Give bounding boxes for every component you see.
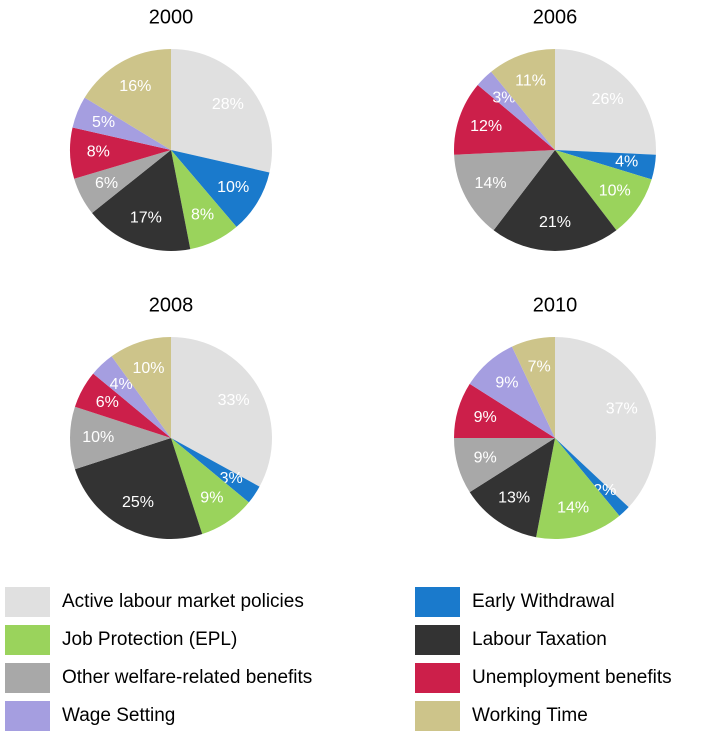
pie-slice (454, 150, 555, 231)
pie-slice (92, 150, 191, 252)
data-label: 10% (599, 183, 631, 200)
pie-slice (511, 337, 555, 438)
data-label: 4% (110, 376, 133, 393)
legend-swatch (5, 663, 50, 693)
data-label: 17% (130, 209, 162, 226)
data-label: 26% (592, 91, 624, 108)
data-label: 7% (528, 358, 551, 375)
data-label: 10% (217, 179, 249, 196)
data-label: 37% (606, 400, 638, 417)
pie-slice (74, 150, 171, 213)
data-label: 9% (200, 489, 223, 506)
pie-slice (555, 150, 652, 231)
legend-swatch (5, 701, 50, 731)
pie-title: 2000 (149, 6, 194, 28)
pie-slice (111, 337, 171, 438)
data-label: 25% (122, 494, 154, 511)
legend-label: Job Protection (EPL) (62, 629, 237, 650)
pie-slice (491, 49, 555, 150)
pie-slice (72, 97, 171, 150)
pie-slice (171, 150, 237, 250)
data-label: 13% (498, 489, 530, 506)
data-label: 10% (82, 429, 114, 446)
legend-swatch (415, 701, 460, 731)
data-label: 8% (191, 207, 214, 224)
legend-label: Early Withdrawal (472, 591, 615, 612)
pie-slice (454, 383, 555, 438)
pie-slice (74, 373, 171, 438)
data-label: 14% (475, 175, 507, 192)
data-label: 4% (615, 154, 638, 171)
legend-swatch (5, 587, 50, 617)
pie-slice (171, 438, 260, 503)
pie-slice (555, 438, 629, 516)
pie-slice (171, 337, 273, 487)
data-label: 33% (218, 392, 250, 409)
data-label: 14% (557, 500, 589, 517)
data-label: 3% (220, 470, 243, 487)
legend-swatch (415, 587, 460, 617)
data-label: 6% (96, 394, 119, 411)
pie-title: 2010 (533, 294, 578, 316)
pie-slice (477, 71, 555, 150)
data-label: 9% (474, 450, 497, 467)
pie-slice (69, 127, 171, 179)
pie-slice (74, 438, 203, 539)
pie-slice (469, 438, 555, 538)
pie-title: 2006 (533, 6, 578, 28)
data-label: 28% (212, 96, 244, 113)
pie-title: 2008 (149, 294, 194, 316)
pie-slice (171, 438, 249, 535)
pie-slice (84, 49, 171, 150)
legend-label: Other welfare-related benefits (62, 667, 312, 688)
pie-slice (555, 150, 656, 180)
data-label: 10% (133, 360, 165, 377)
data-label: 8% (87, 144, 110, 161)
pie-slice (171, 150, 270, 227)
legend-label: Unemployment benefits (472, 667, 672, 688)
legend-label: Working Time (472, 705, 588, 726)
data-label: 5% (92, 114, 115, 131)
data-label: 11% (515, 73, 546, 90)
legend-label: Wage Setting (62, 705, 175, 726)
data-label: 16% (119, 78, 151, 95)
pie-slice (555, 49, 656, 155)
data-label: 9% (474, 409, 497, 426)
pie-slice (555, 337, 656, 508)
legend-swatch (415, 625, 460, 655)
legend-swatch (5, 625, 50, 655)
pie-slice (454, 84, 555, 155)
pie-slice (469, 346, 555, 438)
legend-label: Labour Taxation (472, 629, 607, 650)
pie-slice (171, 49, 272, 173)
legend-label: Active labour market policies (62, 591, 304, 612)
pie-slice (69, 406, 171, 470)
pie-slice (93, 356, 171, 438)
pie-slice (493, 150, 617, 251)
legend-swatch (415, 663, 460, 693)
data-label: 6% (95, 175, 118, 192)
data-label: 9% (495, 375, 518, 392)
data-label: 12% (470, 118, 502, 135)
pie-slice (454, 438, 555, 493)
data-label: 21% (539, 214, 571, 231)
pie-slice (536, 438, 620, 539)
